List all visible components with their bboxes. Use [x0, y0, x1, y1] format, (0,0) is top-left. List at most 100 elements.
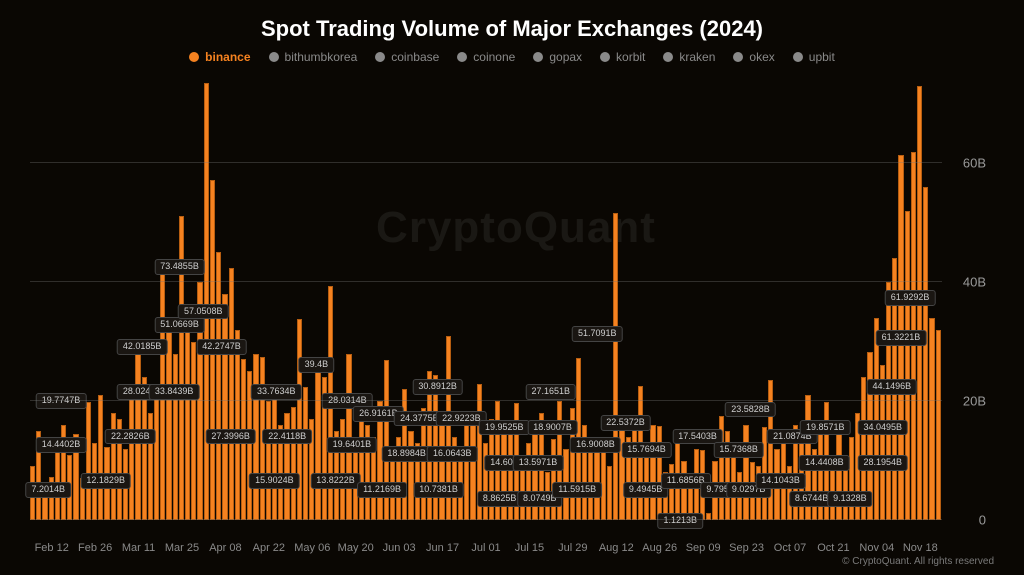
bar[interactable]	[799, 436, 804, 520]
bar[interactable]	[657, 426, 662, 520]
bar[interactable]	[216, 252, 221, 520]
bar[interactable]	[204, 83, 209, 520]
bar[interactable]	[179, 216, 184, 520]
bar[interactable]	[551, 439, 556, 520]
bar[interactable]	[433, 375, 438, 520]
legend-item-coinbase[interactable]: coinbase	[375, 50, 439, 64]
bar[interactable]	[253, 354, 258, 521]
bar[interactable]	[929, 318, 934, 520]
bar[interactable]	[104, 447, 109, 520]
bar[interactable]	[532, 431, 537, 520]
bar[interactable]	[439, 424, 444, 520]
legend-item-gopax[interactable]: gopax	[533, 50, 582, 64]
bar[interactable]	[73, 434, 78, 520]
bar[interactable]	[781, 431, 786, 520]
bar[interactable]	[371, 437, 376, 520]
bar[interactable]	[229, 268, 234, 520]
bar[interactable]	[563, 449, 568, 520]
bar[interactable]	[458, 456, 463, 520]
bar[interactable]	[923, 187, 928, 520]
bar[interactable]	[774, 449, 779, 520]
bar[interactable]	[191, 342, 196, 520]
bar[interactable]	[520, 467, 525, 520]
bar[interactable]	[30, 466, 35, 520]
bar[interactable]	[402, 389, 407, 520]
bar[interactable]	[526, 443, 531, 520]
bar[interactable]	[855, 413, 860, 520]
bar[interactable]	[917, 86, 922, 520]
bar[interactable]	[830, 468, 835, 520]
bar[interactable]	[98, 395, 103, 520]
bar[interactable]	[539, 413, 544, 520]
bar[interactable]	[346, 354, 351, 521]
bar[interactable]	[80, 478, 85, 520]
bar[interactable]	[812, 449, 817, 520]
bar[interactable]	[793, 425, 798, 520]
bar[interactable]	[750, 462, 755, 520]
legend-item-coinone[interactable]: coinone	[457, 50, 515, 64]
bar[interactable]	[315, 365, 320, 520]
bar[interactable]	[669, 464, 674, 520]
bar[interactable]	[483, 443, 488, 520]
bar[interactable]	[123, 449, 128, 520]
bar[interactable]	[464, 425, 469, 520]
bar[interactable]	[67, 455, 72, 520]
bar[interactable]	[42, 490, 47, 520]
bar[interactable]	[284, 413, 289, 520]
bar[interactable]	[936, 330, 941, 520]
bar[interactable]	[849, 437, 854, 520]
bar[interactable]	[247, 371, 252, 520]
bar[interactable]	[278, 425, 283, 520]
bar[interactable]	[501, 431, 506, 520]
bar[interactable]	[377, 401, 382, 520]
bar[interactable]	[36, 431, 41, 520]
bar[interactable]	[470, 413, 475, 520]
bar[interactable]	[508, 433, 513, 520]
bar[interactable]	[49, 477, 54, 520]
legend-item-binance[interactable]: binance	[189, 50, 250, 64]
bar[interactable]	[911, 152, 916, 520]
bar[interactable]	[489, 419, 494, 520]
bar[interactable]	[712, 461, 717, 520]
bar[interactable]	[297, 319, 302, 520]
bar[interactable]	[328, 286, 333, 520]
bar[interactable]	[446, 336, 451, 520]
bar[interactable]	[594, 451, 599, 520]
bar[interactable]	[644, 455, 649, 520]
bar[interactable]	[92, 443, 97, 520]
bar[interactable]	[477, 384, 482, 520]
bar[interactable]	[365, 425, 370, 520]
bar[interactable]	[384, 360, 389, 520]
bar[interactable]	[650, 425, 655, 520]
bar[interactable]	[266, 401, 271, 520]
bar[interactable]	[272, 389, 277, 520]
bar[interactable]	[415, 443, 420, 520]
bar[interactable]	[427, 371, 432, 520]
bar[interactable]	[725, 431, 730, 520]
bar[interactable]	[421, 408, 426, 520]
bar[interactable]	[681, 461, 686, 520]
bar[interactable]	[61, 425, 66, 520]
bar[interactable]	[148, 413, 153, 520]
bar[interactable]	[117, 419, 122, 520]
bar[interactable]	[762, 427, 767, 520]
bar[interactable]	[173, 354, 178, 521]
bar[interactable]	[588, 437, 593, 520]
bar[interactable]	[836, 434, 841, 520]
bar[interactable]	[694, 449, 699, 520]
bar[interactable]	[719, 416, 724, 520]
legend-item-kraken[interactable]: kraken	[663, 50, 715, 64]
bar[interactable]	[340, 419, 345, 520]
bar[interactable]	[166, 319, 171, 520]
bar[interactable]	[111, 413, 116, 520]
bar[interactable]	[142, 377, 147, 520]
bar[interactable]	[309, 419, 314, 520]
bar[interactable]	[688, 484, 693, 520]
bar[interactable]	[185, 312, 190, 520]
legend-item-upbit[interactable]: upbit	[793, 50, 835, 64]
bar[interactable]	[222, 294, 227, 520]
bar[interactable]	[260, 357, 265, 520]
bar[interactable]	[824, 402, 829, 520]
bar[interactable]	[731, 449, 736, 520]
bar[interactable]	[396, 437, 401, 520]
